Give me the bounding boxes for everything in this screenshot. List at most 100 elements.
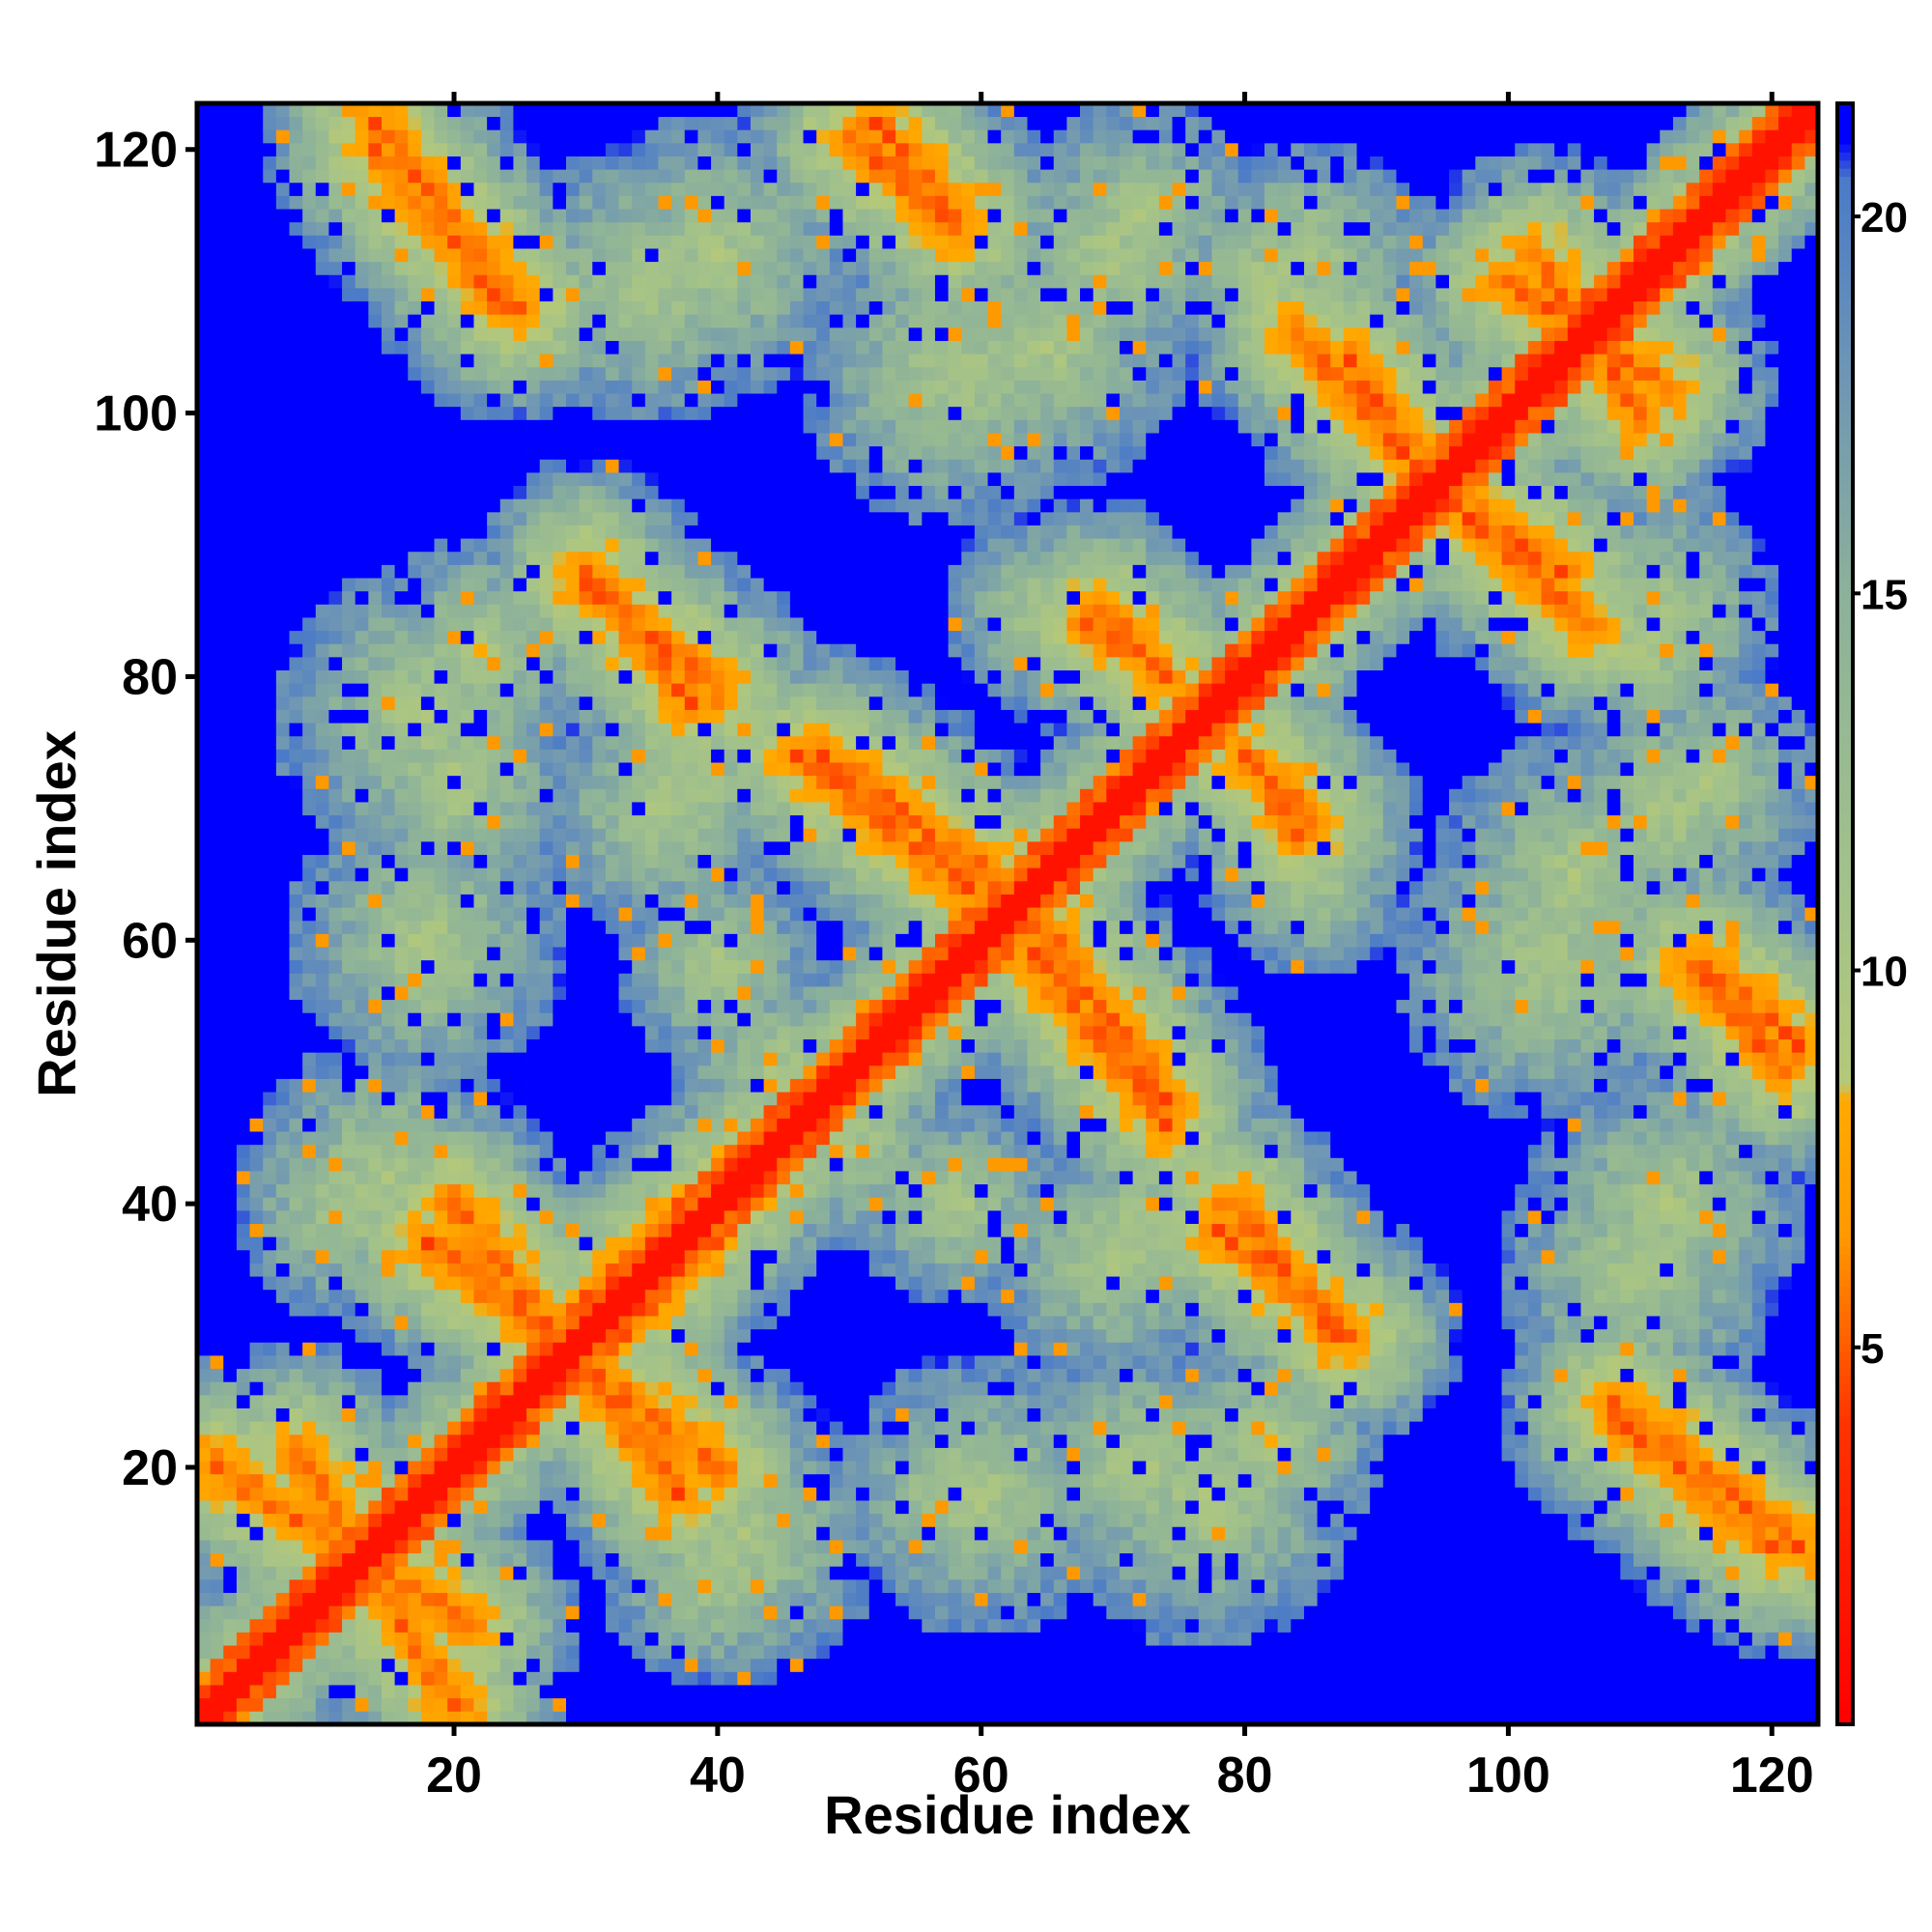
- heatmap-cell: [579, 287, 593, 302]
- heatmap-cell: [711, 762, 725, 777]
- heatmap-cell: [408, 1209, 422, 1224]
- heatmap-cell: [724, 1249, 738, 1264]
- heatmap-cell: [711, 116, 725, 130]
- heatmap-cell: [513, 1632, 527, 1646]
- heatmap-cell: [592, 1342, 607, 1356]
- heatmap-cell: [368, 643, 383, 658]
- heatmap-cell: [302, 459, 317, 473]
- heatmap-cell: [697, 169, 712, 184]
- heatmap-cell: [210, 1223, 224, 1237]
- heatmap-cell: [342, 445, 356, 460]
- heatmap-cell: [197, 828, 212, 842]
- heatmap-cell: [711, 300, 725, 315]
- heatmap-cell: [565, 867, 581, 882]
- heatmap-cell: [434, 1131, 448, 1146]
- heatmap-cell: [671, 471, 686, 487]
- heatmap-cell: [553, 1381, 567, 1396]
- heatmap-cell: [473, 643, 488, 658]
- heatmap-cell: [447, 669, 462, 684]
- heatmap-cell: [275, 1658, 290, 1672]
- heatmap-cell: [618, 300, 633, 315]
- heatmap-cell: [420, 1065, 435, 1079]
- heatmap-cell: [408, 1012, 422, 1027]
- heatmap-cell: [526, 116, 541, 130]
- heatmap-cell: [473, 235, 488, 249]
- heatmap-cell: [671, 775, 686, 789]
- heatmap-cell: [565, 630, 581, 644]
- heatmap-cell: [420, 683, 435, 697]
- heatmap-cell: [565, 393, 581, 408]
- heatmap-cell: [553, 617, 567, 632]
- heatmap-cell: [460, 156, 474, 170]
- heatmap-cell: [381, 867, 396, 882]
- heatmap-cell: [197, 1157, 212, 1172]
- heatmap-cell: [328, 1500, 343, 1515]
- heatmap-cell: [499, 1342, 514, 1356]
- heatmap-cell: [342, 1566, 356, 1580]
- heatmap-cell: [473, 1473, 488, 1488]
- heatmap-cell: [289, 1092, 303, 1106]
- heatmap-cell: [539, 1223, 554, 1237]
- heatmap-cell: [605, 156, 619, 170]
- heatmap-cell: [249, 1461, 264, 1475]
- heatmap-cell: [487, 1236, 501, 1251]
- heatmap-cell: [355, 129, 369, 144]
- heatmap-cell: [434, 209, 448, 223]
- heatmap-cell: [671, 1171, 686, 1185]
- heatmap-cell: [618, 340, 633, 355]
- heatmap-cell: [408, 1144, 422, 1158]
- heatmap-cell: [565, 920, 581, 934]
- heatmap-cell: [487, 1368, 501, 1382]
- heatmap-cell: [513, 103, 527, 118]
- heatmap-cell: [236, 1249, 250, 1264]
- heatmap-cell: [644, 1302, 659, 1317]
- heatmap-cell: [526, 1104, 541, 1119]
- heatmap-cell: [499, 947, 514, 961]
- heatmap-cell: [355, 907, 369, 922]
- heatmap-cell: [605, 1645, 619, 1660]
- heatmap-cell: [434, 656, 448, 671]
- heatmap-cell: [460, 959, 474, 974]
- heatmap-cell: [579, 1552, 593, 1567]
- heatmap-cell: [526, 314, 541, 328]
- heatmap-cell: [381, 1342, 396, 1356]
- heatmap-cell: [210, 1236, 224, 1251]
- heatmap-cell: [197, 907, 212, 922]
- heatmap-cell: [223, 1302, 238, 1317]
- heatmap-cell: [197, 525, 212, 539]
- heatmap-cell: [487, 1447, 501, 1462]
- heatmap-cell: [671, 498, 686, 513]
- heatmap-cell: [618, 261, 633, 275]
- heatmap-cell: [197, 1263, 212, 1277]
- heatmap-cell: [605, 169, 619, 184]
- heatmap-cell: [697, 445, 712, 460]
- heatmap-cell: [381, 578, 396, 592]
- heatmap-cell: [249, 1632, 264, 1646]
- heatmap-cell: [420, 709, 435, 724]
- heatmap-cell: [605, 696, 619, 710]
- heatmap-cell: [210, 1131, 224, 1146]
- heatmap-cell: [526, 788, 541, 803]
- heatmap-cell: [565, 142, 581, 156]
- heatmap-cell: [684, 1276, 698, 1291]
- heatmap-cell: [447, 209, 462, 223]
- heatmap-cell: [263, 1249, 277, 1264]
- heatmap-cell: [236, 103, 250, 118]
- heatmap-cell: [499, 1658, 514, 1672]
- heatmap-cell: [684, 999, 698, 1013]
- heatmap-cell: [539, 103, 554, 118]
- heatmap-cell: [368, 195, 383, 210]
- heatmap-cell: [302, 1171, 317, 1185]
- heatmap-cell: [632, 1671, 646, 1686]
- heatmap-cell: [526, 1052, 541, 1066]
- heatmap-cell: [539, 169, 554, 184]
- heatmap-cell: [249, 498, 264, 513]
- heatmap-cell: [236, 1513, 250, 1527]
- heatmap-cell: [447, 1236, 462, 1251]
- heatmap-cell: [328, 1645, 343, 1660]
- heatmap-cell: [473, 1685, 488, 1699]
- heatmap-cell: [289, 1473, 303, 1488]
- heatmap-cell: [408, 1697, 422, 1712]
- heatmap-cell: [697, 300, 712, 315]
- heatmap-cell: [315, 525, 329, 539]
